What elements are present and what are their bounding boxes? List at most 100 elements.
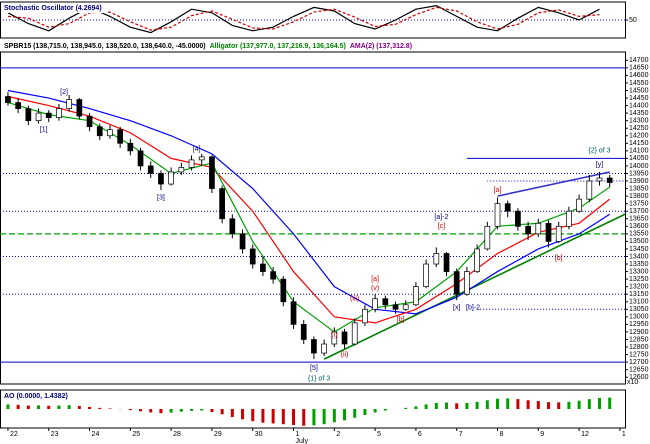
x-tick-label: 30 — [255, 431, 263, 438]
wave-label: {2} of 3 — [588, 148, 610, 155]
candle-body — [576, 198, 582, 212]
candle-body — [555, 225, 562, 242]
y-tick-label: 13400 — [629, 253, 649, 260]
ao-bar — [261, 409, 265, 423]
wave-label: [2] — [60, 89, 68, 96]
wave-label: (iii) — [350, 296, 359, 303]
y-tick-label: 13550 — [629, 231, 649, 238]
candle-body — [168, 171, 174, 185]
y-tick-label: 14250 — [629, 125, 649, 132]
ao-bar — [434, 402, 438, 409]
ao-bar — [424, 404, 428, 409]
ao-bar — [281, 409, 285, 425]
candle-body — [239, 233, 246, 250]
x-tick-label: 28 — [173, 431, 181, 438]
y-tick-label: 13100 — [629, 299, 649, 306]
x-tick-label: 25 — [132, 431, 140, 438]
x-tick-label: 8 — [500, 431, 504, 438]
ao-bar — [557, 402, 561, 409]
wave-label: (v) — [371, 285, 379, 292]
ao-bar — [108, 408, 112, 409]
candle-body — [15, 102, 22, 109]
wave-label: [a] — [371, 276, 379, 283]
candle-body — [209, 156, 215, 189]
x-sublabel: July — [296, 438, 309, 444]
candle-body — [402, 304, 409, 310]
ao-bar — [220, 409, 224, 415]
candle-body — [586, 180, 593, 200]
candle-body — [423, 263, 429, 288]
ao-bar — [6, 404, 10, 409]
y-tick-label: 14100 — [629, 148, 649, 155]
candle-body — [392, 304, 399, 310]
x-tick-label: 1 — [296, 431, 300, 438]
x-tick-label: 9 — [540, 431, 544, 438]
wave-label: [c] — [438, 223, 445, 230]
y-tick-label: 12700 — [629, 359, 649, 366]
y-tick-label: 13200 — [629, 284, 649, 291]
candle-body — [545, 222, 552, 242]
y-tick-label: 12750 — [629, 351, 649, 358]
candle-body — [443, 253, 450, 272]
candle-body — [525, 225, 531, 235]
candle-body — [331, 331, 338, 345]
y-tick-label: 14150 — [629, 140, 649, 147]
wave-label: [3] — [157, 194, 165, 201]
candle-body — [504, 203, 511, 212]
y-tick-label: 13900 — [629, 178, 649, 185]
ao-bar — [343, 409, 347, 421]
ao-bar — [241, 409, 245, 420]
candle-body — [198, 156, 205, 161]
candle-body — [433, 253, 440, 265]
panel-title: SPBR15 (138,715.0, 138,945.0, 138,520.0,… — [4, 43, 206, 50]
x-tick-label: 1 — [622, 431, 626, 438]
y-tick-label: 14600 — [629, 72, 649, 79]
x-tick-label: 2 — [336, 431, 340, 438]
y-tick-label: 13150 — [629, 291, 649, 298]
ao-bar — [37, 405, 41, 409]
candle-body — [260, 263, 266, 272]
candle-body — [86, 115, 93, 128]
y-tick-label: 13750 — [629, 201, 649, 208]
wave-label: [b] — [397, 317, 405, 324]
candle-body — [76, 99, 83, 117]
ao-bar — [77, 405, 81, 409]
y-tick-label: 12600 — [629, 374, 649, 381]
ao-bar — [506, 398, 510, 409]
wave-label: (i) — [331, 332, 337, 339]
y-tick-label: 12900 — [629, 329, 649, 336]
ao-bar — [414, 406, 418, 409]
panel-frame — [0, 389, 626, 429]
ao-bar — [332, 409, 336, 423]
title-bg — [2, 391, 74, 401]
ao-bar — [587, 399, 591, 409]
candle-body — [5, 96, 11, 103]
y-tick-label: 14500 — [629, 87, 649, 94]
ao-bar — [271, 409, 275, 424]
ao-bar — [322, 409, 326, 425]
y-tick-label: 12950 — [629, 321, 649, 328]
y-tick-label: 12800 — [629, 344, 649, 351]
axis-note: x10 — [627, 379, 638, 386]
candle-body — [280, 278, 287, 303]
candle-body — [596, 177, 603, 182]
candle-body — [484, 225, 491, 250]
ao-bar — [67, 405, 71, 409]
ao-bar — [179, 409, 183, 412]
wave-label: (ii) — [341, 351, 349, 358]
y-tick-label: 14450 — [629, 95, 649, 102]
ao-bar — [404, 407, 408, 409]
title-bg — [2, 3, 108, 13]
candle-body — [56, 108, 62, 118]
wave-label: [y] — [596, 161, 603, 168]
candle-body — [372, 298, 378, 310]
x-tick-label: 7 — [459, 431, 463, 438]
candle-body — [137, 150, 144, 167]
ao-bar — [169, 409, 173, 413]
candle-body — [66, 99, 72, 109]
y-tick-label: 14700 — [629, 57, 649, 64]
candle-body — [453, 271, 460, 295]
candle-body — [341, 331, 348, 345]
x-tick-label: 6 — [418, 431, 422, 438]
y-tick-label: 13350 — [629, 261, 649, 268]
